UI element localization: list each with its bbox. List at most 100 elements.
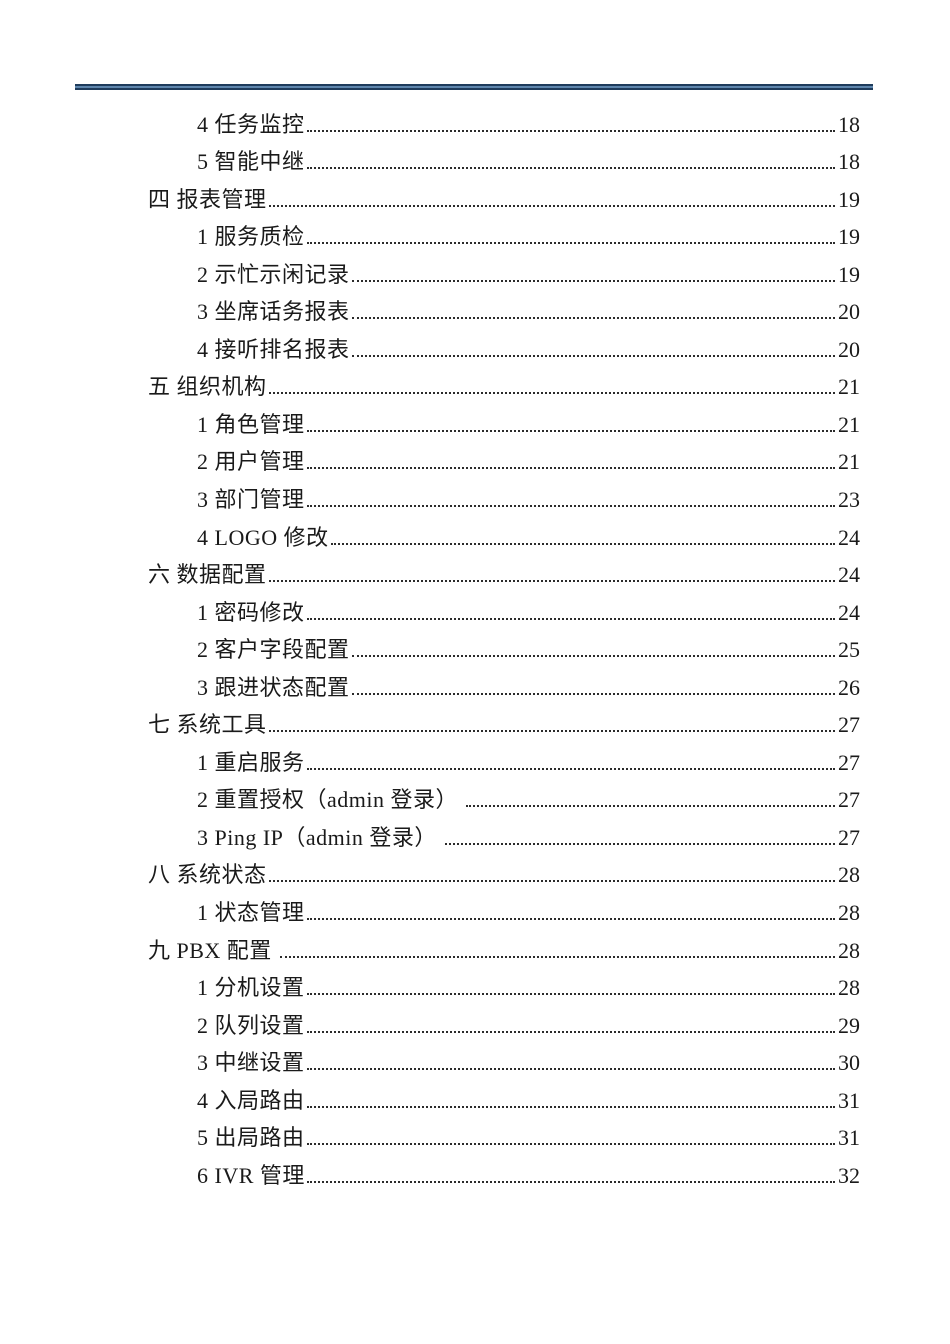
toc-entry-label: 6 IVR 管理 — [197, 1162, 305, 1188]
toc-entry[interactable]: 3 跟进状态配置 26 — [0, 664, 950, 702]
toc-entry-page-number: 19 — [838, 224, 860, 250]
toc-entry-label: 5 出局路由 — [197, 1125, 305, 1151]
toc-entry[interactable]: 六 数据配置 24 — [0, 552, 950, 590]
toc-entry[interactable]: 2 客户字段配置 25 — [0, 627, 950, 665]
toc-dot-leader — [268, 880, 835, 883]
toc-entry-page-number: 21 — [838, 411, 860, 437]
toc-entry[interactable]: 4 任务监控 18 — [0, 101, 950, 139]
toc-dot-leader — [306, 1030, 835, 1033]
toc-entry[interactable]: 2 队列设置 29 — [0, 1002, 950, 1040]
toc-entry[interactable]: 3 中继设置 30 — [0, 1040, 950, 1078]
toc-entry-label: 5 智能中继 — [197, 149, 305, 175]
toc-dot-leader — [351, 279, 835, 282]
toc-entry-label: 3 中继设置 — [197, 1050, 305, 1076]
toc-entry-label: 五 组织机构 — [148, 374, 267, 400]
toc-entry-label: 1 分机设置 — [197, 975, 305, 1001]
toc-entry-label: 3 部门管理 — [197, 487, 305, 513]
toc-entry[interactable]: 九 PBX 配置 28 — [0, 927, 950, 965]
toc-entry[interactable]: 1 状态管理 28 — [0, 889, 950, 927]
toc-dot-leader — [351, 692, 835, 695]
toc-dot-leader — [306, 993, 835, 996]
toc-entry[interactable]: 四 报表管理 19 — [0, 176, 950, 214]
toc-entry-label: 2 队列设置 — [197, 1012, 305, 1038]
toc-entry-page-number: 19 — [838, 261, 860, 287]
toc-entry-label: 3 跟进状态配置 — [197, 674, 350, 700]
toc-entry-page-number: 28 — [838, 937, 860, 963]
toc-entry-page-number: 24 — [838, 562, 860, 588]
toc-entry[interactable]: 2 重置授权（admin 登录） 27 — [0, 777, 950, 815]
toc-entry-page-number: 25 — [838, 637, 860, 663]
toc-entry[interactable]: 2 用户管理 21 — [0, 439, 950, 477]
toc-entry-label: 2 用户管理 — [197, 449, 305, 475]
toc-entry-page-number: 27 — [838, 787, 860, 813]
toc-entry-label: 2 客户字段配置 — [197, 637, 350, 663]
toc-dot-leader — [279, 955, 835, 958]
toc-entry-page-number: 24 — [838, 524, 860, 550]
toc-entry[interactable]: 4 LOGO 修改 24 — [0, 514, 950, 552]
toc-entry[interactable]: 八 系统状态 28 — [0, 852, 950, 890]
toc-dot-leader — [306, 167, 835, 170]
toc-dot-leader — [306, 1105, 835, 1108]
toc-dot-leader — [351, 655, 835, 658]
toc-entry-page-number: 24 — [838, 599, 860, 625]
toc-entry[interactable]: 6 IVR 管理 32 — [0, 1152, 950, 1190]
toc-dot-leader — [306, 429, 835, 432]
toc-entry-label: 3 坐席话务报表 — [197, 299, 350, 325]
toc-entry[interactable]: 4 入局路由 31 — [0, 1077, 950, 1115]
toc-entry[interactable]: 七 系统工具 27 — [0, 702, 950, 740]
toc-entry[interactable]: 4 接听排名报表 20 — [0, 326, 950, 364]
toc-entry[interactable]: 5 出局路由 31 — [0, 1115, 950, 1153]
toc-entry-page-number: 28 — [838, 862, 860, 888]
toc-entry[interactable]: 1 重启服务 27 — [0, 739, 950, 777]
toc-entry-page-number: 27 — [838, 824, 860, 850]
toc-entry[interactable]: 1 角色管理 21 — [0, 401, 950, 439]
toc-entry[interactable]: 3 坐席话务报表 20 — [0, 289, 950, 327]
toc-entry-page-number: 32 — [838, 1162, 860, 1188]
toc-dot-leader — [268, 730, 835, 733]
toc-entry-label: 1 服务质检 — [197, 224, 305, 250]
toc-dot-leader — [306, 1180, 835, 1183]
toc-entry-page-number: 19 — [838, 186, 860, 212]
toc-dot-leader — [306, 129, 835, 132]
toc-entry-page-number: 20 — [838, 336, 860, 362]
toc-dot-leader — [466, 805, 835, 808]
toc-entry[interactable]: 2 示忙示闲记录 19 — [0, 251, 950, 289]
toc-entry-page-number: 31 — [838, 1087, 860, 1113]
toc-entry[interactable]: 3 部门管理 23 — [0, 476, 950, 514]
toc-entry-page-number: 26 — [838, 674, 860, 700]
toc-dot-leader — [306, 242, 835, 245]
toc-dot-leader — [306, 767, 835, 770]
toc-entry-label: 2 示忙示闲记录 — [197, 261, 350, 287]
toc-entry[interactable]: 五 组织机构 21 — [0, 364, 950, 402]
page-header-rule — [75, 84, 873, 90]
toc-dot-leader — [306, 1068, 835, 1071]
toc-dot-leader — [444, 842, 835, 845]
toc-entry-label: 1 状态管理 — [197, 900, 305, 926]
toc-entry-page-number: 27 — [838, 712, 860, 738]
toc-entry[interactable]: 5 智能中继 18 — [0, 139, 950, 177]
toc-entry-page-number: 18 — [838, 149, 860, 175]
toc-entry-label: 1 重启服务 — [197, 749, 305, 775]
toc-entry-page-number: 30 — [838, 1050, 860, 1076]
toc-entry[interactable]: 3 Ping IP（admin 登录） 27 — [0, 814, 950, 852]
toc-entry[interactable]: 1 密码修改 24 — [0, 589, 950, 627]
toc-dot-leader — [306, 617, 835, 620]
toc-entry-label: 2 重置授权（admin 登录） — [197, 787, 464, 813]
toc-entry-page-number: 18 — [838, 111, 860, 137]
toc-dot-leader — [306, 918, 835, 921]
toc-entry-label: 九 PBX 配置 — [148, 937, 278, 963]
toc-entry-label: 4 任务监控 — [197, 111, 305, 137]
toc-entry[interactable]: 1 分机设置 28 — [0, 965, 950, 1003]
toc-entry-label: 七 系统工具 — [148, 712, 267, 738]
toc-dot-leader — [306, 1143, 835, 1146]
toc-dot-leader — [351, 354, 835, 357]
toc-entry-page-number: 21 — [838, 374, 860, 400]
toc-entry[interactable]: 1 服务质检 19 — [0, 214, 950, 252]
toc-entry-page-number: 28 — [838, 975, 860, 1001]
toc-dot-leader — [306, 505, 835, 508]
toc-dot-leader — [268, 580, 835, 583]
toc-dot-leader — [330, 542, 835, 545]
toc-entry-page-number: 29 — [838, 1012, 860, 1038]
toc-entry-label: 1 角色管理 — [197, 411, 305, 437]
